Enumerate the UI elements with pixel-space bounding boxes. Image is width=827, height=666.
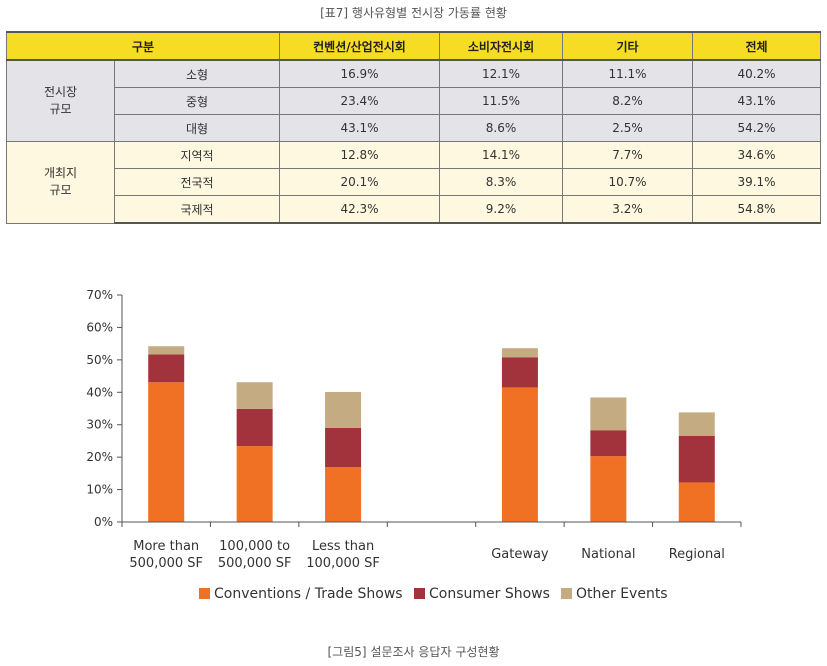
- bar-segment: [501, 348, 538, 358]
- bar-segment: [236, 446, 273, 522]
- table-row: 중형 23.4% 11.5% 8.2% 43.1%: [7, 87, 821, 115]
- group-label-venue-size: 전시장 규모: [6, 59, 115, 142]
- table-row: 국제적 42.3% 9.2% 3.2% 54.8%: [7, 195, 821, 224]
- table-cell: 8.6%: [439, 114, 563, 142]
- row-label: 대형: [114, 114, 280, 142]
- bar-segment: [325, 391, 362, 428]
- y-tick-label: 20%: [86, 450, 113, 464]
- header-category: 구분: [6, 31, 280, 61]
- legend-swatch: [199, 588, 210, 599]
- bar-segment: [590, 430, 627, 457]
- table-cell: 40.2%: [692, 59, 821, 88]
- legend-label: Consumer Shows: [429, 586, 550, 602]
- header-other: 기타: [562, 31, 693, 61]
- table-row: 대형 43.1% 8.6% 2.5% 54.2%: [7, 114, 821, 142]
- table-cell: 3.2%: [562, 195, 693, 224]
- table-cell: 43.1%: [692, 87, 821, 115]
- table-cell: 14.1%: [439, 141, 563, 169]
- bar-segment: [236, 408, 273, 447]
- bar-segment: [148, 346, 185, 355]
- x-tick-label: 500,000 SF: [218, 556, 292, 571]
- table-cell: 42.3%: [279, 195, 440, 224]
- table-cell: 23.4%: [279, 87, 440, 115]
- bar-segment: [678, 482, 715, 522]
- row-label: 소형: [114, 59, 280, 88]
- table-caption: [표7] 행사유형별 전시장 가동률 현황: [320, 6, 507, 20]
- header-conventions: 컨벤션/산업전시회: [279, 31, 440, 61]
- x-tick-label: Regional: [669, 547, 725, 562]
- table-cell: 11.5%: [439, 87, 563, 115]
- row-label: 중형: [114, 87, 280, 115]
- bar-segment: [678, 435, 715, 483]
- header-total: 전체: [692, 31, 821, 61]
- y-tick-label: 70%: [86, 288, 113, 302]
- bar-segment: [325, 467, 362, 522]
- table-cell: 2.5%: [562, 114, 693, 142]
- row-label: 국제적: [114, 195, 280, 224]
- table-cell: 8.2%: [562, 87, 693, 115]
- x-tick-label: More than: [133, 539, 199, 554]
- x-tick-label: 100,000 SF: [306, 556, 380, 571]
- table-cell: 16.9%: [279, 59, 440, 88]
- bar-segment: [590, 456, 627, 522]
- bar-segment: [501, 387, 538, 522]
- bar-segment: [590, 397, 627, 431]
- table-cell: 54.2%: [692, 114, 821, 142]
- table-row: 전국적 20.1% 8.3% 10.7% 39.1%: [7, 168, 821, 196]
- bar-segment: [678, 412, 715, 436]
- row-label: 지역적: [114, 141, 280, 169]
- table-cell: 54.8%: [692, 195, 821, 224]
- legend-label: Conventions / Trade Shows: [214, 586, 403, 602]
- table-cell: 39.1%: [692, 168, 821, 196]
- y-tick-label: 50%: [86, 353, 113, 367]
- table-cell: 12.1%: [439, 59, 563, 88]
- y-tick-label: 0%: [94, 515, 113, 529]
- table-row: 개최지 규모 지역적 12.8% 14.1% 7.7% 34.6%: [6, 141, 821, 224]
- bar-segment: [148, 354, 185, 383]
- bar-segment: [325, 427, 362, 468]
- table-cell: 8.3%: [439, 168, 563, 196]
- x-tick-label: National: [581, 547, 635, 562]
- legend-swatch: [414, 588, 425, 599]
- legend-swatch: [561, 588, 572, 599]
- figure-caption: [그림5] 설문조사 응답자 구성현황: [327, 645, 500, 659]
- table-cell: 7.7%: [562, 141, 693, 169]
- table-header-row: 구분 컨벤션/산업전시회 소비자전시회 기타 전체: [6, 31, 821, 61]
- table-cell: 10.7%: [562, 168, 693, 196]
- x-tick-label: Less than: [312, 539, 374, 554]
- stacked-bar-chart: 0% 10% 20% 30% 40% 50% 60% 70% More than 500,000 …: [86, 288, 742, 602]
- table-cell: 20.1%: [279, 168, 440, 196]
- x-tick-label: Gateway: [491, 547, 549, 562]
- header-consumer: 소비자전시회: [439, 31, 563, 61]
- y-tick-label: 60%: [86, 320, 113, 334]
- table-cell: 11.1%: [562, 59, 693, 88]
- bar-segment: [501, 357, 538, 388]
- utilization-table: 구분 컨벤션/산업전시회 소비자전시회 기타 전체 전시장 규모 소형 16.9%…: [6, 31, 821, 224]
- bar-segment: [236, 382, 273, 409]
- table-cell: 12.8%: [279, 141, 440, 169]
- legend-label: Other Events: [576, 586, 668, 602]
- bar-segment: [148, 382, 185, 522]
- row-label: 전국적: [114, 168, 280, 196]
- y-tick-label: 40%: [86, 385, 113, 399]
- table-row: 전시장 규모 소형 16.9% 12.1% 11.1% 40.2%: [6, 59, 821, 142]
- group-label-host-scope: 개최지 규모: [6, 141, 115, 224]
- table-cell: 43.1%: [279, 114, 440, 142]
- y-tick-label: 10%: [86, 483, 113, 497]
- x-tick-label: 500,000 SF: [129, 556, 203, 571]
- table-cell: 34.6%: [692, 141, 821, 169]
- y-tick-label: 30%: [86, 418, 113, 432]
- x-tick-label: 100,000 to: [219, 539, 290, 554]
- table-cell: 9.2%: [439, 195, 563, 224]
